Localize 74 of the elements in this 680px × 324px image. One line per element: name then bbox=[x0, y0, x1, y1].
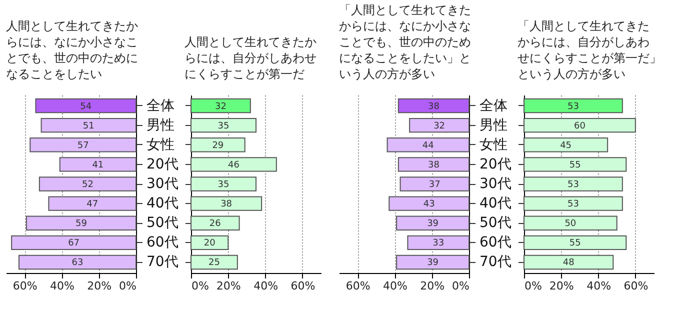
data-label: 52 bbox=[82, 180, 94, 190]
x-tick-label: 0% bbox=[524, 280, 542, 292]
y-tick-label: 20代 bbox=[146, 156, 178, 172]
data-label: 32 bbox=[434, 121, 446, 132]
x-tick-label: 60% bbox=[290, 280, 316, 292]
data-label: 38 bbox=[428, 102, 440, 112]
data-label: 39 bbox=[427, 258, 439, 268]
chart-title: 「人間として生れてきたからには、自分がしあわせにくらすことが第一だ」という人の方が多い bbox=[518, 19, 662, 81]
y-tick-label: 40代 bbox=[480, 196, 512, 212]
data-label: 55 bbox=[569, 160, 581, 170]
data-label: 41 bbox=[92, 160, 104, 170]
data-label: 63 bbox=[72, 258, 84, 268]
x-tick-label: 20% bbox=[420, 280, 445, 292]
data-label: 57 bbox=[77, 140, 89, 151]
y-tick-label: 70代 bbox=[480, 254, 512, 270]
data-label: 35 bbox=[218, 121, 230, 132]
data-label: 29 bbox=[212, 140, 224, 151]
data-label: 38 bbox=[220, 200, 232, 210]
y-tick-label: 60代 bbox=[146, 234, 178, 251]
y-tick-label: 30代 bbox=[480, 176, 512, 192]
y-tick-label: 男性 bbox=[480, 117, 508, 134]
x-tick-label: 20% bbox=[87, 280, 112, 292]
data-label: 45 bbox=[560, 140, 572, 151]
y-tick-label: 40代 bbox=[146, 196, 178, 212]
x-tick-label: 0% bbox=[119, 280, 136, 292]
y-tick-label: 50代 bbox=[480, 215, 512, 232]
y-tick-label: 20代 bbox=[480, 156, 512, 172]
data-label: 48 bbox=[562, 258, 575, 268]
x-tick-label: 40% bbox=[254, 280, 278, 292]
x-tick-label: 60% bbox=[12, 280, 38, 292]
x-tick-label: 40% bbox=[50, 280, 74, 292]
data-label: 51 bbox=[82, 121, 94, 132]
data-label: 38 bbox=[428, 160, 440, 170]
x-tick-label: 60% bbox=[346, 280, 370, 292]
data-label: 50 bbox=[564, 219, 576, 230]
x-tick-label: 40% bbox=[586, 280, 612, 292]
data-label: 26 bbox=[209, 219, 222, 230]
data-label: 35 bbox=[218, 180, 230, 190]
x-tick-label: 40% bbox=[382, 280, 408, 292]
data-label: 47 bbox=[86, 200, 98, 210]
chart-title: 人間として生れてきたからには、なにか小さなことでも、世の中のためになることをしたい bbox=[6, 19, 138, 81]
y-tick-label: 60代 bbox=[480, 234, 512, 251]
x-tick-label: 20% bbox=[216, 280, 241, 292]
data-label: 53 bbox=[567, 200, 579, 210]
y-tick-label: 全体 bbox=[146, 98, 174, 114]
y-tick-label: 男性 bbox=[146, 117, 174, 134]
x-tick-label: 20% bbox=[549, 280, 574, 292]
data-label: 37 bbox=[428, 180, 440, 190]
data-label: 59 bbox=[75, 219, 88, 230]
data-label: 25 bbox=[208, 258, 220, 268]
y-tick-label: 50代 bbox=[146, 215, 178, 232]
data-label: 53 bbox=[567, 102, 579, 112]
y-tick-label: 女性 bbox=[480, 136, 508, 153]
data-label: 54 bbox=[80, 102, 92, 112]
data-label: 46 bbox=[228, 160, 240, 170]
data-label: 44 bbox=[422, 140, 434, 151]
chart-title: 「人間として生れてきたからには、なにか小さなことでも、世の中のためになることをしたい」という人の方が多い bbox=[339, 3, 471, 81]
data-label: 33 bbox=[432, 238, 444, 249]
data-label: 20 bbox=[204, 238, 216, 249]
x-tick-label: 0% bbox=[452, 280, 470, 292]
data-label: 53 bbox=[567, 180, 579, 190]
data-label: 60 bbox=[574, 121, 586, 132]
x-tick-label: 0% bbox=[192, 280, 209, 292]
chart-title: 人間として生れてきたからには、自分がしあわせにくらすことが第一だ bbox=[184, 35, 316, 81]
y-tick-label: 70代 bbox=[146, 254, 178, 270]
data-label: 32 bbox=[214, 102, 226, 112]
data-label: 67 bbox=[68, 238, 80, 249]
data-label: 55 bbox=[569, 238, 581, 249]
data-label: 39 bbox=[427, 219, 439, 230]
y-tick-label: 全体 bbox=[480, 98, 508, 114]
y-tick-label: 30代 bbox=[146, 176, 178, 192]
x-tick-label: 60% bbox=[624, 280, 648, 292]
data-label: 43 bbox=[423, 200, 435, 210]
y-tick-label: 女性 bbox=[146, 136, 174, 153]
